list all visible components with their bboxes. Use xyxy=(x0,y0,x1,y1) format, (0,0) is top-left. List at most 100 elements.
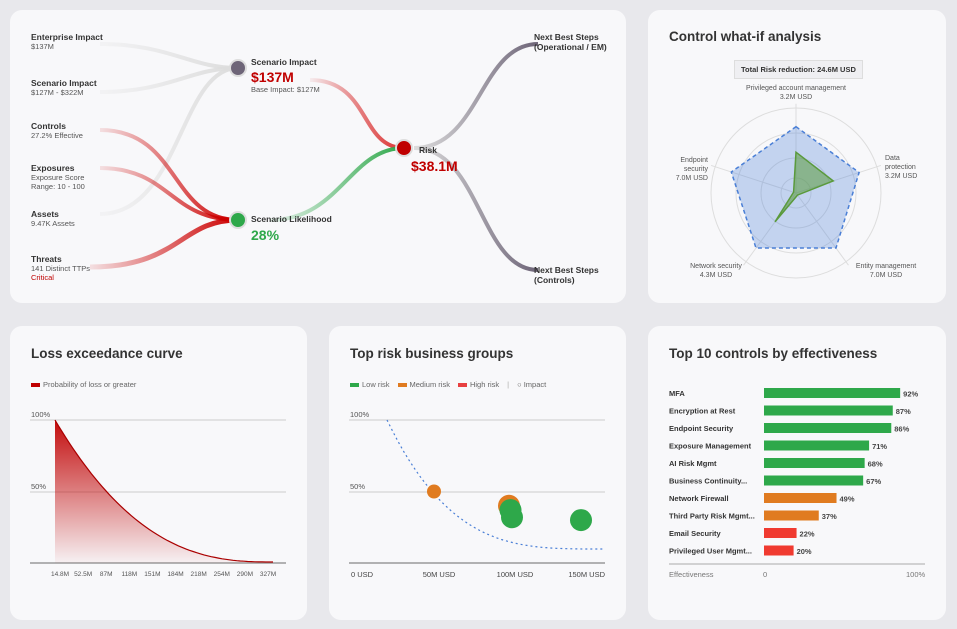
legend-high[interactable]: High risk xyxy=(457,380,499,389)
legend-swatch xyxy=(31,383,40,388)
control-label: MFA xyxy=(669,389,685,398)
radar-axis-label: Network security xyxy=(690,263,742,270)
input-threats[interactable]: Threats 141 Distinct TTPs Critical xyxy=(31,254,90,282)
control-label: Privileged User Mgmt... xyxy=(669,547,752,556)
legend-low[interactable]: Low risk xyxy=(350,380,390,389)
control-value-label: 67% xyxy=(866,477,881,486)
control-value-label: 49% xyxy=(840,495,855,504)
legend-medium[interactable]: Medium risk xyxy=(397,380,450,389)
control-value-label: 71% xyxy=(872,442,887,451)
x-tick-label: 151M xyxy=(144,571,160,578)
control-value-label: 22% xyxy=(800,530,815,539)
radar-axis-label: security xyxy=(684,166,709,173)
legend-label: Probability of loss or greater xyxy=(43,380,137,389)
next-steps-operational[interactable]: Next Best Steps (Operational / EM) xyxy=(534,32,607,52)
legend-impact[interactable]: ○ Impact xyxy=(517,380,547,389)
risk-node[interactable] xyxy=(395,139,413,157)
radar-axis-label: Entity management xyxy=(856,263,916,270)
risk-groups-card: Top risk business groups Low risk Medium… xyxy=(329,326,626,620)
label: Next Best Steps xyxy=(534,265,599,275)
card-title: Top risk business groups xyxy=(350,346,514,361)
reduction-polygon xyxy=(774,150,835,223)
radar-axis-label: 4.3M USD xyxy=(700,272,732,279)
sub: Exposure Score xyxy=(31,173,85,182)
loss-line xyxy=(54,419,273,563)
control-label: Exposure Management xyxy=(669,442,752,451)
bar-chart: MFA 92% Encryption at Rest 87% Endpoint Secu… xyxy=(669,388,925,565)
card-title: Loss exceedance curve xyxy=(31,346,183,361)
y-tick-label: 100% xyxy=(350,410,370,419)
scenario-likelihood-label: Scenario Likelihood 28% xyxy=(251,214,332,243)
label: Scenario Impact xyxy=(251,57,317,67)
x-tick-label: 14.8M xyxy=(51,571,69,578)
next-steps-controls[interactable]: Next Best Steps (Controls) xyxy=(534,265,599,285)
sub: 27.2% Effective xyxy=(31,131,83,140)
scenario-impact-value: $137M xyxy=(251,69,294,85)
control-bar[interactable] xyxy=(764,458,865,468)
x-tick-label: 118M xyxy=(121,571,137,578)
control-bar[interactable] xyxy=(764,493,837,503)
input-controls[interactable]: Controls 27.2% Effective xyxy=(31,121,83,140)
control-bar[interactable] xyxy=(764,405,893,416)
control-bar[interactable] xyxy=(764,388,901,398)
radar-axis-label: Endpoint xyxy=(680,157,708,164)
x-min-label: 0 xyxy=(763,570,768,579)
label: Enterprise Impact xyxy=(31,32,103,42)
control-bar[interactable] xyxy=(764,510,819,521)
sub: (Operational / EM) xyxy=(534,42,607,52)
loss-chart: 100% 50% 14.8M 52.5M 87M 118M 151M 184M 218M 254M… xyxy=(30,410,286,578)
label: Scenario Impact xyxy=(31,78,97,88)
control-label: Endpoint Security xyxy=(669,424,734,433)
control-bar[interactable] xyxy=(764,440,870,451)
legend: Low risk Medium risk High risk | ○ Impac… xyxy=(350,380,546,389)
scenario-likelihood-node[interactable] xyxy=(229,211,247,229)
card-title: Top 10 controls by effectiveness xyxy=(669,346,878,361)
label: Assets xyxy=(31,209,59,219)
label: Scenario Likelihood xyxy=(251,214,332,224)
input-exposures[interactable]: Exposures Exposure Score Range: 10 - 100 xyxy=(31,163,85,191)
radar-chart: Privileged account management 3.2M USD Dat… xyxy=(676,85,918,279)
sub: 141 Distinct TTPs xyxy=(31,264,91,273)
controls-card: Top 10 controls by effectiveness MFA 92% E… xyxy=(648,326,946,620)
y-tick-label: 50% xyxy=(350,482,365,491)
input-enterprise-impact[interactable]: Enterprise Impact $137M xyxy=(31,32,103,51)
total-risk-reduction: Total Risk reduction: 24.6M USD xyxy=(734,60,863,79)
input-assets[interactable]: Assets 9.47K Assets xyxy=(31,209,75,228)
y-tick-label: 50% xyxy=(31,482,46,491)
control-label: Email Security xyxy=(669,529,722,538)
control-label: Encryption at Rest xyxy=(669,407,736,416)
label: Risk xyxy=(419,145,437,155)
risk-flow-card: Enterprise Impact $137M Scenario Impact $1… xyxy=(10,10,626,303)
input-scenario-impact[interactable]: Scenario Impact $127M - $322M xyxy=(31,78,97,97)
scatter-chart: 100% 50% 0 USD 50M USD 100M USD 150M USD xyxy=(349,410,606,579)
radar-axis-label: protection xyxy=(885,164,916,171)
scenario-impact-node[interactable] xyxy=(229,59,247,77)
risk-group-point[interactable] xyxy=(427,484,441,499)
radar-axis-label: 7.0M USD xyxy=(870,272,902,279)
radar-axis xyxy=(710,164,797,194)
x-tick-label: 290M xyxy=(237,571,253,578)
control-value-label: 68% xyxy=(868,460,883,469)
sub: (Controls) xyxy=(534,275,575,285)
x-tick-label: 150M USD xyxy=(568,570,605,579)
card-title: Control what-if analysis xyxy=(669,29,822,44)
control-bar[interactable] xyxy=(764,475,864,486)
sub: 9.47K Assets xyxy=(31,219,75,228)
radar-axis-label: 3.2M USD xyxy=(885,173,917,180)
radar-axis xyxy=(795,192,849,266)
control-value-label: 20% xyxy=(797,547,812,556)
loss-card: Loss exceedance curve Probability of los… xyxy=(10,326,307,620)
control-bar[interactable] xyxy=(764,528,797,538)
control-bar[interactable] xyxy=(764,545,794,556)
control-bar[interactable] xyxy=(764,423,892,433)
scenario-impact-label: Scenario Impact $137M Base Impact: $127M xyxy=(251,57,320,94)
scenario-likelihood-value: 28% xyxy=(251,227,280,243)
radar-axis-label: 7.0M USD xyxy=(676,175,708,182)
radar-axis-label: 3.2M USD xyxy=(780,94,812,101)
risk-value: $38.1M xyxy=(411,158,458,174)
x-axis-label: Effectiveness xyxy=(669,570,714,579)
control-value-label: 37% xyxy=(822,512,837,521)
base-impact: Base Impact: $127M xyxy=(251,85,320,94)
risk-group-point[interactable] xyxy=(570,509,592,532)
risk-group-point[interactable] xyxy=(501,506,523,529)
